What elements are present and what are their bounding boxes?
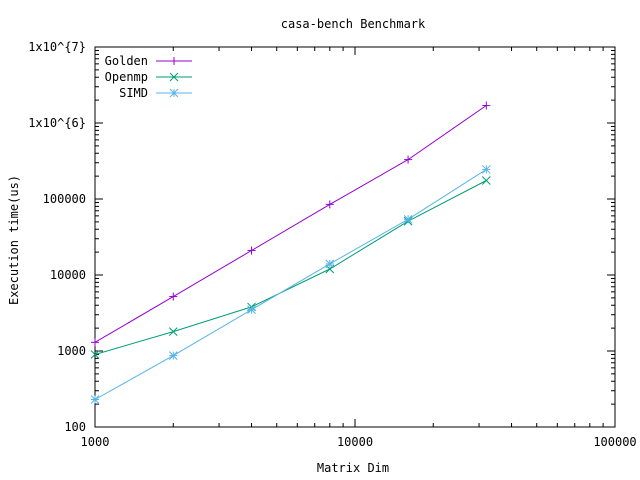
legend-item: Golden bbox=[105, 54, 192, 68]
series-golden bbox=[91, 101, 491, 347]
data-point bbox=[169, 88, 179, 98]
data-point bbox=[247, 246, 256, 255]
series-line bbox=[94, 105, 487, 343]
data-point bbox=[403, 214, 413, 224]
data-point bbox=[168, 351, 178, 360]
data-point bbox=[325, 200, 334, 209]
series-line bbox=[94, 180, 487, 355]
data-point bbox=[91, 338, 99, 347]
y-tick-label: 100000 bbox=[43, 192, 86, 206]
y-tick-label: 1000 bbox=[57, 344, 86, 358]
data-point bbox=[170, 57, 178, 65]
plot-frame bbox=[94, 46, 616, 428]
legend-label: Golden bbox=[105, 54, 148, 68]
y-tick-label: 1x10^{7} bbox=[28, 40, 86, 54]
data-point bbox=[169, 72, 179, 82]
data-point bbox=[169, 292, 178, 301]
y-axis-label: Execution time(us) bbox=[7, 175, 21, 305]
data-point bbox=[247, 305, 256, 315]
data-point bbox=[168, 327, 178, 336]
series-line bbox=[94, 168, 487, 400]
data-point bbox=[325, 259, 335, 269]
chart-title: casa-bench Benchmark bbox=[281, 17, 426, 31]
series-layer bbox=[90, 101, 491, 404]
legend-item: Openmp bbox=[105, 70, 192, 84]
x-tick-label: 1000 bbox=[81, 435, 110, 449]
data-point bbox=[90, 395, 100, 404]
legend-label: Openmp bbox=[105, 70, 148, 84]
x-tick-label: 10000 bbox=[337, 435, 373, 449]
series-openmp bbox=[90, 176, 491, 359]
y-tick-label: 10000 bbox=[50, 268, 86, 282]
legend: Golden Openmp SIMD bbox=[105, 54, 192, 100]
data-point bbox=[482, 101, 491, 110]
data-point bbox=[90, 350, 100, 359]
x-tick-label: 100000 bbox=[593, 435, 636, 449]
data-point bbox=[481, 176, 491, 185]
data-point bbox=[404, 155, 413, 164]
series-simd bbox=[90, 165, 491, 404]
y-tick-label: 100 bbox=[64, 420, 86, 434]
legend-label: SIMD bbox=[119, 86, 148, 100]
x-axis-label: Matrix Dim bbox=[317, 461, 389, 475]
legend-item: SIMD bbox=[119, 86, 192, 100]
data-point bbox=[481, 165, 491, 174]
axis-ticks: 1000 10000 1000001001000100001000001x10^{6… bbox=[28, 40, 636, 449]
y-tick-label: 1x10^{6} bbox=[28, 116, 86, 130]
